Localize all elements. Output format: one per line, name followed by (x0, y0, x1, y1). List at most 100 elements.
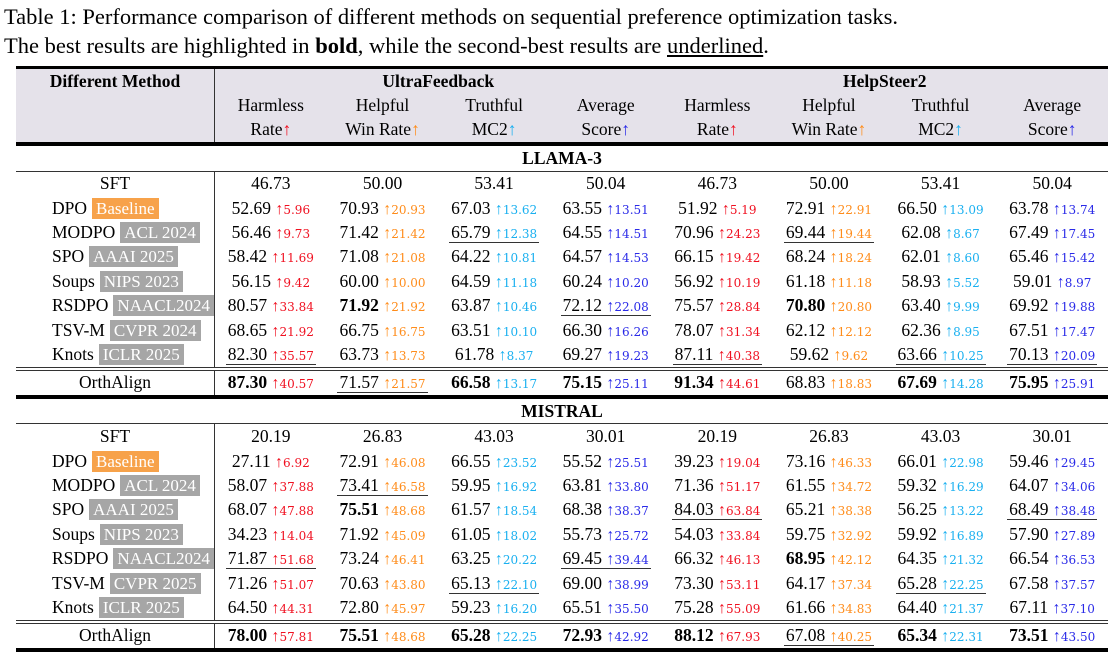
method-header: Different Method (16, 67, 215, 94)
sft-value: 46.73 (251, 173, 291, 194)
score-delta: 20.93 (391, 202, 426, 217)
up-arrow-icon: ↑ (1052, 453, 1061, 471)
up-arrow-icon: ↑ (829, 453, 838, 471)
score-wrap: 59.92 ↑16.89 (898, 524, 984, 544)
score-value: 68.49 (1009, 499, 1049, 520)
score-value: 70.93 (339, 197, 379, 218)
score-cell: 62.12 ↑12.12 (773, 318, 885, 342)
sft-value: 30.01 (586, 426, 626, 447)
score-value: 57.90 (1009, 523, 1049, 544)
up-arrow-icon: ↑ (271, 477, 280, 495)
score-value: 68.65 (227, 319, 268, 340)
score-wrap: 68.24 ↑18.24 (786, 246, 872, 266)
score-value: 65.46 (1009, 246, 1049, 267)
up-arrow-icon: ↑ (718, 249, 727, 267)
score-delta: 35.50 (614, 601, 649, 616)
section-row: LLAMA-3 (16, 144, 1108, 172)
caption-text: The best results are highlighted in (4, 33, 316, 58)
score-wrap: 64.40 ↑21.37 (898, 597, 984, 617)
score-delta: 18.83 (837, 377, 872, 392)
score-value: 59.92 (897, 523, 937, 544)
score-cell: 52.69 ↑5.96 (214, 196, 326, 220)
score-cell: 91.34 ↑44.61 (662, 369, 774, 397)
metric-label: Win Rate (345, 119, 412, 140)
method-cell: DPO Baseline (16, 195, 215, 221)
score-value: 34.23 (227, 523, 268, 544)
score-value: 51.92 (678, 197, 718, 218)
score-value: 75.51 (339, 499, 379, 520)
score-wrap: 66.30 ↑16.26 (563, 320, 649, 340)
up-arrow-icon: ↑ (606, 249, 615, 267)
score-cell: 61.55 ↑34.72 (773, 473, 885, 497)
up-arrow-icon: ↑ (494, 453, 503, 471)
score-cell: 75.28 ↑55.09 (662, 595, 774, 621)
score-delta: 55.09 (726, 601, 761, 616)
score-cell: 70.96 ↑24.23 (662, 220, 774, 244)
score-wrap: 56.25 ↑13.22 (898, 499, 984, 519)
score-value: 65.28 (451, 625, 491, 646)
score-value: 71.08 (339, 246, 379, 267)
score-value: 66.55 (451, 450, 491, 471)
score-value: 67.69 (897, 372, 937, 393)
score-value: 59.62 (789, 343, 830, 364)
metric-header: Harmless (684, 95, 751, 116)
score-wrap: 67.69 ↑14.28 (898, 372, 984, 392)
score-wrap: 62.08 ↑8.67 (901, 222, 979, 242)
metric-header: Truthful (465, 95, 523, 116)
score-wrap: 70.63 ↑43.80 (339, 573, 425, 593)
metric-header: Harmless (237, 95, 304, 116)
score-value: 60.24 (562, 270, 603, 291)
score-cell: 67.69 ↑14.28 (885, 369, 997, 397)
venue-badge: CVPR 2024 (109, 319, 201, 341)
score-wrap: 75.51 ↑48.68 (339, 499, 425, 519)
up-arrow-icon: ↑ (1052, 200, 1061, 218)
score-wrap: 56.46 ↑9.73 (232, 222, 310, 242)
score-delta: 22.25 (502, 630, 538, 645)
score-delta: 10.10 (502, 324, 538, 339)
up-arrow-icon: ↑ (829, 502, 838, 520)
score-delta: 33.80 (614, 479, 649, 494)
score-cell: 72.80 ↑45.97 (327, 595, 439, 621)
up-arrow-icon: ↑ (1052, 249, 1061, 267)
score-cell: 70.13 ↑20.09 (996, 342, 1108, 368)
score-delta: 5.96 (283, 202, 311, 217)
up-arrow-icon: ↑ (383, 200, 392, 218)
score-wrap: 72.91 ↑22.91 (786, 198, 872, 218)
score-cell: 68.65 ↑21.92 (214, 318, 326, 342)
score-cell: 73.30 ↑53.11 (662, 571, 774, 595)
score-delta: 38.48 (1060, 504, 1096, 519)
score-delta: 21.37 (949, 601, 984, 616)
up-arrow-icon: ↑ (606, 346, 615, 364)
up-arrow-icon: ↑ (606, 551, 615, 569)
up-arrow-icon: ↑ (494, 502, 503, 520)
score-cell: 73.41 ↑46.58 (327, 473, 439, 497)
score-wrap: 61.05 ↑18.02 (451, 524, 537, 544)
up-arrow-icon: ↑ (941, 551, 950, 569)
score-delta: 40.38 (725, 348, 761, 363)
score-wrap: 71.92 ↑21.92 (339, 295, 425, 315)
score-delta: 16.26 (614, 324, 649, 339)
score-wrap: 59.32 ↑16.29 (898, 475, 984, 495)
score-cell: 63.40 ↑9.99 (885, 294, 997, 318)
score-value: 91.34 (674, 372, 714, 393)
score-cell: 59.32 ↑16.29 (885, 473, 997, 497)
score-wrap: 67.58 ↑37.57 (1009, 573, 1095, 593)
score-wrap: 56.92 ↑10.19 (674, 271, 760, 291)
score-value: 63.66 (897, 343, 937, 364)
score-value: 70.13 (1009, 343, 1049, 364)
score-value: 69.27 (562, 343, 603, 364)
score-wrap: 59.46 ↑29.45 (1009, 451, 1095, 471)
score-cell: 82.30 ↑35.57 (214, 342, 326, 368)
up-arrow-icon: ↑ (718, 575, 727, 593)
score-wrap: 56.15 ↑9.42 (232, 271, 310, 291)
blank (16, 117, 215, 145)
up-arrow-icon: ↑ (1056, 273, 1065, 291)
method-name: SPO (52, 499, 85, 520)
score-wrap: 73.51 ↑43.50 (1009, 625, 1095, 645)
method-cell: Knots ICLR 2025 (16, 342, 215, 369)
up-arrow-icon: ↑ (718, 225, 727, 243)
score-cell: 71.92 ↑21.92 (327, 294, 439, 318)
score-value: 71.87 (227, 548, 268, 569)
score-wrap: 57.90 ↑27.89 (1009, 524, 1095, 544)
score-wrap: 67.03 ↑13.62 (451, 198, 537, 218)
